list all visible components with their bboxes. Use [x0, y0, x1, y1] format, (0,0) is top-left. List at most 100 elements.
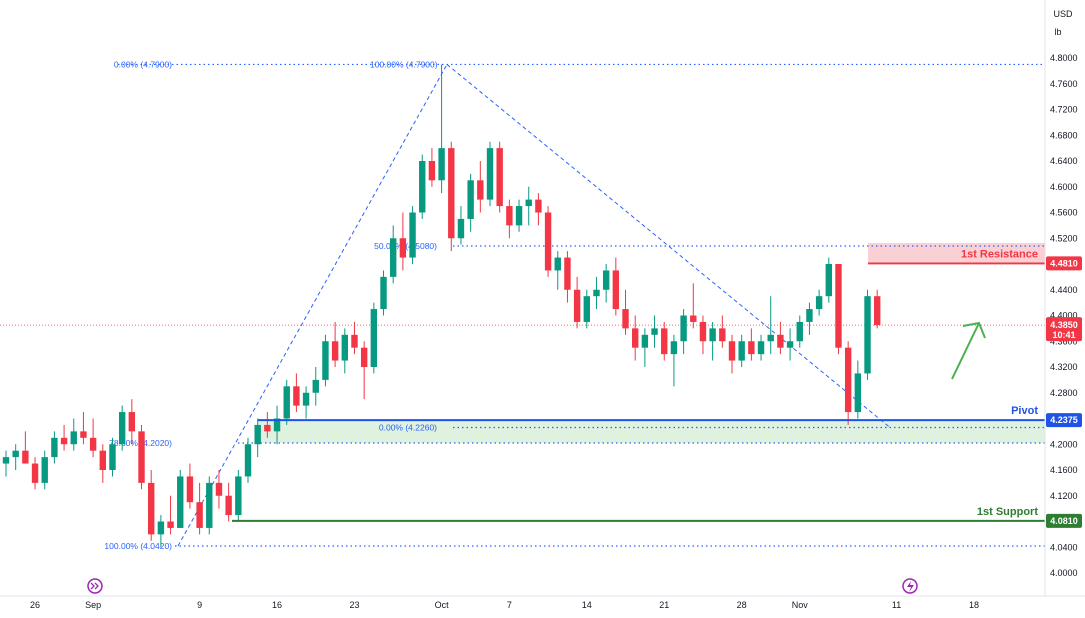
x-tick-label: 11 [892, 600, 901, 610]
candle [535, 193, 542, 226]
price-badge-text: 4.2375 [1050, 415, 1078, 425]
candle [341, 328, 348, 374]
candle [651, 315, 658, 348]
x-tick-label: 7 [507, 600, 512, 610]
fib-label: 100.00% (4.0420) [104, 541, 172, 551]
candle [815, 289, 823, 316]
candle [273, 405, 281, 445]
candle [60, 424, 68, 451]
last-price-text: 4.3850 [1050, 320, 1078, 330]
y-tick-label: 4.7600 [1050, 79, 1078, 89]
candle [215, 470, 223, 509]
candle [690, 283, 697, 329]
price-badge [1046, 413, 1082, 428]
support-resistance-levels: 1st Resistance Pivot 1st Support [232, 248, 1045, 522]
candle [390, 225, 397, 284]
candle [235, 470, 242, 522]
candle [728, 334, 736, 374]
candle [157, 515, 165, 548]
price-badge-text: 4.4810 [1050, 258, 1078, 268]
candle [196, 482, 203, 535]
candle [51, 431, 58, 464]
level-name: Pivot [1011, 405, 1038, 417]
candle [89, 418, 97, 458]
candle [767, 296, 774, 355]
candle [709, 321, 716, 361]
x-tick-label: 23 [349, 600, 359, 610]
y-tick-label: 4.1600 [1050, 465, 1078, 475]
candle [399, 212, 407, 271]
candle [486, 141, 494, 207]
candle [477, 161, 484, 213]
candle [670, 334, 678, 387]
time-axis[interactable]: 26 Sep 9 16 23 Oct 7 14 21 28 Nov 11 18 [0, 595, 1085, 610]
candlesticks [2, 64, 881, 548]
x-tick-label: 28 [737, 600, 747, 610]
candle [738, 334, 745, 367]
countdown-text: 10:41 [1052, 330, 1075, 340]
candle [331, 321, 339, 367]
y-tick-label: 4.2800 [1050, 388, 1078, 398]
candle [786, 328, 794, 361]
candle [283, 379, 290, 425]
y-tick-label: 4.5600 [1050, 208, 1078, 218]
candle [360, 341, 368, 400]
candle [748, 328, 755, 361]
y-tick-label: 4.0400 [1050, 542, 1078, 552]
lightning-event-icon[interactable] [902, 578, 918, 594]
candle [41, 450, 48, 490]
candle [22, 431, 29, 464]
x-tick-label: Sep [85, 600, 101, 610]
y-tick-label: 4.1200 [1050, 491, 1078, 501]
candle [506, 199, 513, 239]
candle [680, 309, 687, 355]
y-tick-label: 4.2000 [1050, 439, 1078, 449]
candle [312, 367, 319, 406]
last-price-badge [1046, 317, 1082, 342]
candle [632, 315, 639, 361]
candle [806, 302, 813, 335]
candle [302, 386, 310, 419]
y-tick-label: 4.6000 [1050, 182, 1078, 192]
go-to-realtime-icon[interactable] [87, 578, 103, 594]
candle [118, 405, 126, 451]
y-tick-label: 4.6800 [1050, 130, 1078, 140]
candle [186, 463, 194, 509]
level-name: 1st Resistance [961, 248, 1038, 260]
candle [844, 341, 852, 425]
candle [370, 302, 378, 374]
x-tick-label: 26 [30, 600, 40, 610]
candle [177, 470, 184, 528]
candle [796, 315, 803, 348]
y-tick-label: 4.7200 [1050, 105, 1078, 115]
fibonacci-lines: 0.00% (4.7900) 100.00% (4.7900)50.00% (4.… [0, 59, 1045, 551]
candle [293, 373, 300, 413]
candle [167, 495, 174, 535]
candle [70, 418, 77, 451]
candle [641, 328, 649, 367]
candle [31, 457, 39, 490]
candle [864, 289, 871, 380]
candle [428, 148, 436, 187]
candle [602, 264, 610, 303]
price-badge-text: 4.0810 [1050, 516, 1078, 526]
candle [438, 64, 445, 194]
candle [515, 199, 523, 232]
candle [554, 251, 561, 290]
candle [467, 173, 474, 232]
price-axis[interactable]: USD lb 4.8000 4.7600 4.7200 4.6800 4.6400 4.6… [1044, 0, 1082, 596]
unit-label: lb [1054, 27, 1061, 37]
candle [322, 334, 329, 387]
candle [80, 412, 87, 445]
candle [419, 154, 426, 219]
candle [874, 289, 881, 329]
candle [148, 470, 155, 541]
pivot-zone [258, 420, 1045, 443]
candle [583, 289, 590, 329]
candle [2, 450, 10, 477]
y-tick-label: 4.0000 [1050, 568, 1078, 578]
candle [757, 334, 765, 361]
candle [448, 141, 455, 252]
candle [496, 141, 503, 213]
